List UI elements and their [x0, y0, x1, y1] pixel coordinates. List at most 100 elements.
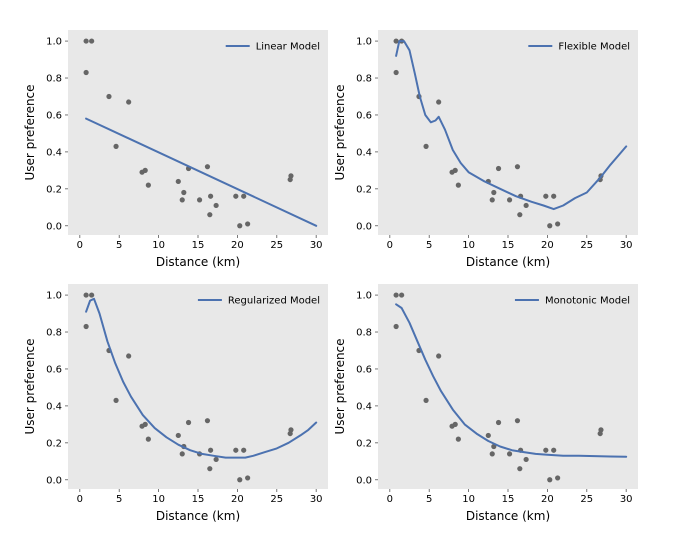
data-point [523, 456, 529, 463]
data-point [185, 419, 192, 426]
data-point [543, 447, 549, 453]
x-tick-label: 20 [541, 240, 554, 251]
data-point [491, 189, 497, 196]
x-tick-label: 25 [580, 240, 593, 251]
y-tick-label: 0.6 [46, 364, 62, 375]
data-point [204, 164, 211, 170]
data-point [213, 202, 219, 209]
data-point [145, 182, 151, 188]
y-tick-label: 0.0 [356, 221, 372, 232]
data-point [139, 423, 145, 429]
data-point [393, 292, 399, 298]
y-tick-label: 0.0 [356, 475, 372, 486]
data-point [113, 143, 119, 149]
y-axis-label: User preference [333, 84, 347, 180]
data-point [113, 397, 119, 403]
y-tick-label: 0.2 [46, 438, 62, 449]
y-tick-label: 0.8 [356, 328, 372, 339]
data-point [83, 38, 89, 44]
data-point [506, 197, 513, 203]
x-tick-label: 5 [426, 494, 432, 505]
data-point [241, 447, 247, 453]
data-point [175, 432, 181, 439]
y-tick-label: 0.2 [46, 184, 62, 195]
x-tick-label: 15 [192, 494, 205, 505]
series-line [395, 303, 628, 458]
data-point [83, 69, 89, 76]
y-axis-label: User preference [23, 338, 37, 434]
x-tick-label: 30 [620, 494, 633, 505]
data-point [204, 418, 211, 424]
y-tick-label: 0.8 [46, 74, 62, 85]
y-tick-label: 0.6 [356, 364, 372, 375]
y-tick-label: 0.8 [46, 328, 62, 339]
y-tick-label: 1.0 [356, 291, 372, 302]
data-point [495, 165, 502, 172]
data-point [449, 169, 455, 175]
data-point [555, 475, 561, 481]
y-tick-label: 1.0 [46, 37, 62, 48]
x-tick-label: 0 [77, 240, 83, 251]
y-tick-label: 0.6 [356, 110, 372, 121]
data-point [213, 456, 219, 463]
x-tick-label: 15 [502, 240, 515, 251]
y-tick-label: 1.0 [356, 37, 372, 48]
y-tick-label: 0.0 [46, 475, 62, 486]
data-point [489, 197, 495, 203]
data-point [455, 436, 461, 442]
data-point [139, 169, 145, 175]
data-point [514, 418, 521, 424]
plot-area [68, 284, 328, 489]
data-point [237, 477, 243, 483]
data-point [179, 451, 185, 457]
x-tick-label: 20 [231, 240, 244, 251]
y-tick-label: 0.2 [356, 438, 372, 449]
data-point [288, 173, 294, 179]
data-point [551, 193, 557, 199]
data-point [523, 202, 529, 209]
legend-label: Linear Model [256, 42, 320, 53]
y-axis-label: User preference [333, 338, 347, 434]
data-point [89, 38, 95, 44]
x-tick-label: 0 [77, 494, 83, 505]
data-point [196, 197, 203, 203]
data-point [547, 223, 553, 229]
x-tick-label: 10 [152, 494, 165, 505]
data-point [145, 436, 151, 442]
data-point [455, 182, 461, 188]
data-point [517, 212, 523, 218]
data-point [175, 178, 181, 185]
x-tick-label: 5 [116, 494, 122, 505]
x-tick-label: 30 [620, 240, 633, 251]
x-axis-label: Distance (km) [156, 509, 240, 523]
data-point [233, 447, 239, 453]
data-point [423, 143, 429, 149]
data-point [506, 451, 513, 457]
plot-area [68, 30, 328, 235]
y-tick-label: 0.0 [46, 221, 62, 232]
chart-panel-1: 0 5 10 15 20 25 30 0.0 0.2 0.4 0.6 0.8 1.0 Distance (… [23, 30, 328, 269]
data-point [126, 99, 132, 105]
data-point [89, 292, 95, 298]
data-point [436, 353, 442, 359]
y-tick-label: 0.2 [356, 184, 372, 195]
x-tick-label: 10 [462, 494, 475, 505]
x-tick-label: 5 [116, 240, 122, 251]
data-point [233, 193, 239, 199]
data-point [555, 221, 561, 227]
chart-panel-2: 0 5 10 15 20 25 30 0.0 0.2 0.4 0.6 0.8 1.0 Distance (… [333, 30, 638, 269]
chart-panel-3: 0 5 10 15 20 25 30 0.0 0.2 0.4 0.6 0.8 1.0 Distance (… [23, 284, 328, 523]
plot-area [378, 30, 638, 235]
y-tick-label: 0.6 [46, 110, 62, 121]
data-point [449, 423, 455, 429]
data-point [517, 466, 523, 472]
x-tick-label: 20 [541, 494, 554, 505]
data-point [245, 475, 251, 481]
x-axis-label: Distance (km) [156, 255, 240, 269]
data-point [436, 99, 442, 105]
data-point [423, 397, 429, 403]
data-point [399, 292, 405, 298]
x-tick-label: 30 [310, 240, 323, 251]
series-line [85, 117, 318, 227]
